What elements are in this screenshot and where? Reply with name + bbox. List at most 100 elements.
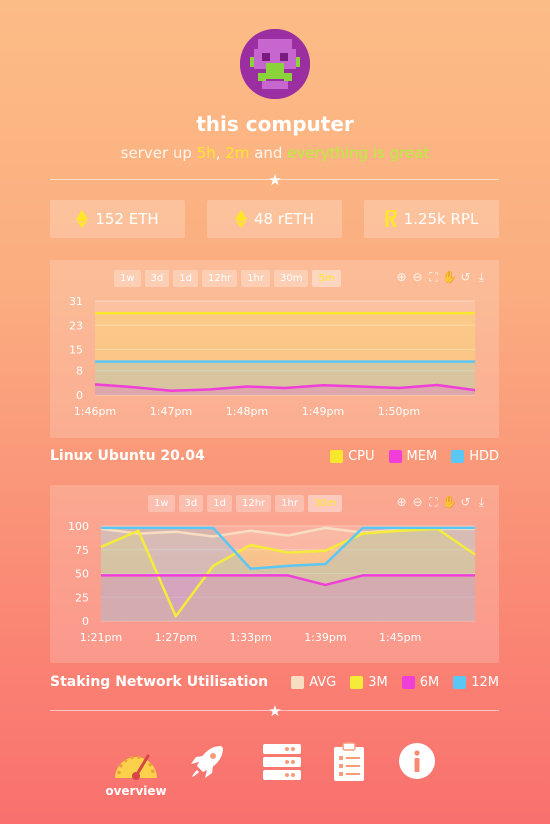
uptime-and: and — [249, 144, 288, 162]
uptime-status: server up 5h, 2m and everything is great — [0, 144, 550, 162]
zoom-in-icon[interactable]: ⊕ — [396, 270, 407, 284]
series-area-6m — [101, 575, 475, 621]
nav-rocket[interactable] — [187, 742, 237, 782]
reset-icon[interactable]: ↺ — [460, 270, 471, 284]
rpl-balance: 1.25k RPL — [364, 200, 499, 238]
legend-6m-label: 6M — [419, 674, 440, 690]
y-tick-label: 75 — [75, 544, 89, 557]
y-tick-label: 25 — [75, 591, 89, 604]
uptime-minutes: 2m — [225, 144, 250, 162]
x-tick-label: 1:21pm — [80, 631, 122, 644]
x-tick-label: 1:49pm — [302, 405, 344, 418]
staking-range-3d[interactable]: 3d — [178, 495, 204, 512]
y-tick-label: 0 — [82, 615, 89, 628]
zoom-select-icon[interactable]: ⛶ — [429, 270, 438, 284]
nav-active-label: overview — [105, 784, 167, 798]
system-chart-footer: Linux Ubuntu 20.04 CPU MEM HDD — [50, 446, 499, 466]
uptime-sep: , — [215, 144, 226, 162]
nav-tasks[interactable] — [332, 742, 382, 782]
legend-hdd-label: HDD — [469, 448, 499, 464]
y-tick-label: 31 — [69, 295, 83, 308]
x-tick-label: 1:48pm — [226, 405, 268, 418]
staking-chart-footer: Staking Network Utilisation AVG 3M 6M 12… — [50, 672, 499, 692]
reth-icon — [235, 210, 248, 228]
servers-icon — [263, 744, 301, 780]
system-range-30m[interactable]: 30m — [273, 270, 309, 287]
zoom-select-icon[interactable]: ⛶ — [429, 495, 438, 509]
legend-3m-swatch — [350, 675, 364, 689]
uptime-hours: 5h — [196, 144, 216, 162]
series-line-3m — [100, 527, 476, 618]
legend-avg[interactable]: AVG — [291, 675, 336, 690]
y-tick-label: 100 — [68, 520, 89, 533]
eth-balance-label: 152 ETH — [95, 210, 159, 228]
staking-chart-title: Staking Network Utilisation — [50, 674, 269, 690]
legend-mem-label: MEM — [406, 448, 438, 464]
legend-cpu-label: CPU — [348, 448, 375, 464]
legend-hdd[interactable]: HDD — [451, 449, 499, 464]
pan-icon[interactable]: ✋ — [442, 495, 457, 509]
y-tick-label: 50 — [75, 568, 89, 581]
system-range-selector: 1w 3d 1d 12hr 1hr 30m 5m — [114, 270, 341, 287]
legend-6m[interactable]: 6M — [401, 674, 440, 690]
page-title: this computer — [196, 112, 354, 136]
chart-toolbar: ⊕ ⊖ ⛶ ✋ ↺ ⤓ — [394, 494, 489, 511]
system-chart-plot: 0 8 15 23 31 1:46pm 1:47pm 1:48pm 1:49pm 1:50pm — [69, 295, 476, 418]
series-area-mem — [95, 384, 475, 395]
star-icon: ★ — [268, 702, 282, 720]
zoom-out-icon[interactable]: ⊖ — [412, 270, 423, 284]
pan-icon[interactable]: ✋ — [442, 270, 457, 284]
zoom-in-icon[interactable]: ⊕ — [396, 495, 407, 509]
x-tick-label: 1:46pm — [74, 405, 116, 418]
x-tick-label: 1:27pm — [155, 631, 197, 644]
zoom-out-icon[interactable]: ⊖ — [412, 495, 423, 509]
legend-3m[interactable]: 3M — [350, 675, 388, 690]
plot-area — [101, 526, 475, 621]
nav-servers[interactable] — [261, 742, 311, 782]
y-tick-label: 8 — [76, 365, 83, 378]
eth-balance: 152 ETH — [50, 200, 185, 238]
divider — [50, 179, 499, 180]
staking-range-1hr[interactable]: 1hr — [275, 495, 304, 512]
system-range-3d[interactable]: 3d — [144, 270, 170, 287]
legend-cpu[interactable]: CPU — [330, 448, 375, 464]
legend-avg-swatch — [291, 675, 305, 689]
eth-icon — [76, 210, 89, 228]
chart-toolbar: ⊕ ⊖ ⛶ ✋ ↺ ⤓ — [394, 269, 489, 286]
divider — [50, 710, 499, 711]
download-icon[interactable]: ⤓ — [478, 270, 485, 284]
download-icon[interactable]: ⤓ — [478, 495, 485, 509]
system-range-12hr[interactable]: 12hr — [201, 270, 238, 287]
x-tick-label: 1:45pm — [379, 631, 421, 644]
dashboard-gauge-icon — [115, 754, 157, 780]
reset-icon[interactable]: ↺ — [460, 495, 471, 509]
x-tick-label: 1:47pm — [150, 405, 192, 418]
info-icon — [399, 743, 435, 779]
staking-utilisation-chart: 1w 3d 1d 12hr 1hr 30m ⊕ ⊖ ⛶ ✋ ↺ ⤓ 0 25 50 75 100 1… — [50, 485, 499, 663]
system-usage-chart: 1w 3d 1d 12hr 1hr 30m 5m ⊕ ⊖ ⛶ ✋ ↺ ⤓ 0 8 15 23 31 1… — [50, 260, 499, 438]
clipboard-icon — [334, 742, 364, 781]
legend-3m-label: 3M — [368, 674, 388, 690]
staking-range-30m[interactable]: 30m — [307, 495, 343, 512]
legend-12m-label: 12M — [471, 674, 499, 690]
staking-range-1w[interactable]: 1w — [148, 495, 175, 512]
system-range-1w[interactable]: 1w — [114, 270, 141, 287]
x-tick-label: 1:33pm — [229, 631, 271, 644]
reth-balance: 48 rETH — [207, 200, 342, 238]
nav-info[interactable] — [398, 742, 448, 782]
rpl-balance-label: 1.25k RPL — [403, 210, 479, 228]
star-icon: ★ — [268, 171, 282, 189]
legend-12m[interactable]: 12M — [453, 675, 499, 690]
legend-6m-swatch — [401, 675, 415, 689]
system-range-1d[interactable]: 1d — [173, 270, 198, 287]
system-range-1hr[interactable]: 1hr — [241, 270, 270, 287]
system-range-5m[interactable]: 5m — [312, 270, 341, 287]
staking-range-12hr[interactable]: 12hr — [235, 495, 272, 512]
pixel-avatar-icon — [240, 29, 310, 99]
staking-range-1d[interactable]: 1d — [207, 495, 232, 512]
rocket-icon — [191, 746, 223, 778]
nav-overview[interactable] — [111, 742, 161, 782]
staking-chart-plot: 0 25 50 75 100 1:21pm 1:27pm 1:33pm 1:39pm 1:45pm — [68, 520, 476, 644]
legend-hdd-swatch — [451, 449, 465, 463]
legend-mem[interactable]: MEM — [388, 448, 438, 464]
